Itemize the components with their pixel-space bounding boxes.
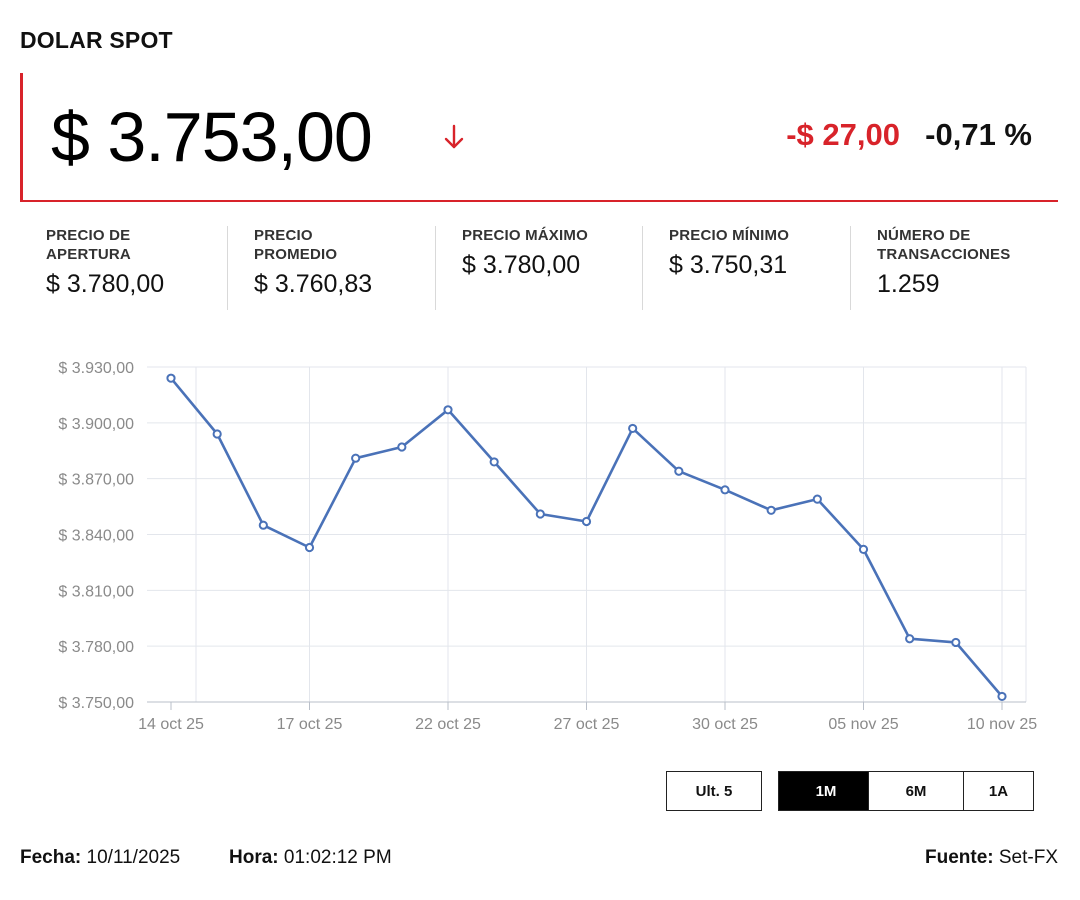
price-change-percent: -0,71 % <box>925 117 1032 152</box>
price-change: -$ 27,00 <box>786 117 900 152</box>
data-point <box>351 453 361 463</box>
data-point <box>581 516 592 527</box>
data-point <box>858 544 869 554</box>
price-line-chart: $ 3.750,00 $ 3.780,00 $ 3.810,00 $ 3.840,00… <box>58 360 1037 733</box>
price-box: $ 3.753,00 -$ 27,00 -0,71 % <box>20 73 1058 202</box>
data-point <box>397 442 407 452</box>
y-tick-label: $ 3.900,00 <box>58 416 134 433</box>
x-tick-label: 30 oct 25 <box>692 716 758 733</box>
stat-label: PRECIO PROMEDIO <box>254 227 338 263</box>
data-point <box>166 373 176 383</box>
x-tick-label: 17 oct 25 <box>277 716 343 733</box>
data-point <box>258 520 268 530</box>
arrow-down-icon <box>444 124 464 149</box>
stat-label: PRECIO MÍNIMO <box>669 227 790 244</box>
stat-opening-price: PRECIO DE APERTURA $ 3.780,00 <box>20 226 228 310</box>
data-point <box>812 494 822 504</box>
x-tick-label: 14 oct 25 <box>138 716 204 733</box>
y-tick-label: $ 3.810,00 <box>58 583 134 600</box>
stat-value: $ 3.780,00 <box>462 251 581 279</box>
x-tick-label: 05 nov 25 <box>828 716 898 733</box>
y-tick-label: $ 3.840,00 <box>58 528 134 545</box>
stat-label: NÚMERO DE TRANSACCIONES <box>877 227 1011 263</box>
stat-average-price: PRECIO PROMEDIO $ 3.760,83 <box>227 226 435 310</box>
x-tick-label: 10 nov 25 <box>967 716 1037 733</box>
data-point <box>766 505 776 515</box>
stat-value: $ 3.750,31 <box>669 251 788 279</box>
stats-row: PRECIO DE APERTURA $ 3.780,00 PRECIO PROME… <box>20 226 1060 310</box>
stat-min-price: PRECIO MÍNIMO $ 3.750,31 <box>642 226 850 310</box>
y-tick-label: $ 3.780,00 <box>58 639 134 656</box>
footer-time: Hora: 01:02:12 PM <box>229 847 392 868</box>
stat-transactions: NÚMERO DE TRANSACCIONES 1.259 <box>850 226 1058 310</box>
x-tick-label: 22 oct 25 <box>415 716 481 733</box>
stat-max-price: PRECIO MÁXIMO $ 3.780,00 <box>435 226 643 310</box>
current-price: $ 3.753,00 <box>51 98 373 176</box>
y-tick-label: $ 3.870,00 <box>58 472 134 489</box>
data-point <box>489 457 499 467</box>
y-tick-label: $ 3.930,00 <box>58 360 134 377</box>
data-point <box>443 405 453 415</box>
stat-value: $ 3.760,83 <box>254 270 373 298</box>
stat-label: PRECIO DE APERTURA <box>46 227 131 263</box>
data-point <box>628 423 638 434</box>
footer-source: Fuente: Set-FX <box>924 847 1058 868</box>
data-point <box>674 466 684 476</box>
range-button-last-5[interactable]: Ult. 5 <box>666 771 762 811</box>
footer-date: Fecha: 10/11/2025 <box>20 847 181 868</box>
stat-value: 1.259 <box>877 270 940 298</box>
data-point <box>304 542 315 553</box>
stat-value: $ 3.780,00 <box>46 270 165 298</box>
data-point <box>997 691 1007 702</box>
data-point <box>720 485 730 495</box>
data-point <box>535 509 545 519</box>
x-tick-label: 27 oct 25 <box>554 716 620 733</box>
range-button-1a[interactable]: 1A <box>963 771 1034 811</box>
range-button-6m[interactable]: 6M <box>868 771 964 811</box>
range-button-1m[interactable]: 1M <box>778 771 874 811</box>
page-title: DOLAR SPOT <box>20 27 173 53</box>
data-point <box>905 634 915 644</box>
data-point <box>951 637 961 648</box>
data-point <box>212 429 222 439</box>
y-tick-label: $ 3.750,00 <box>58 695 134 712</box>
stat-label: PRECIO MÁXIMO <box>462 227 588 244</box>
